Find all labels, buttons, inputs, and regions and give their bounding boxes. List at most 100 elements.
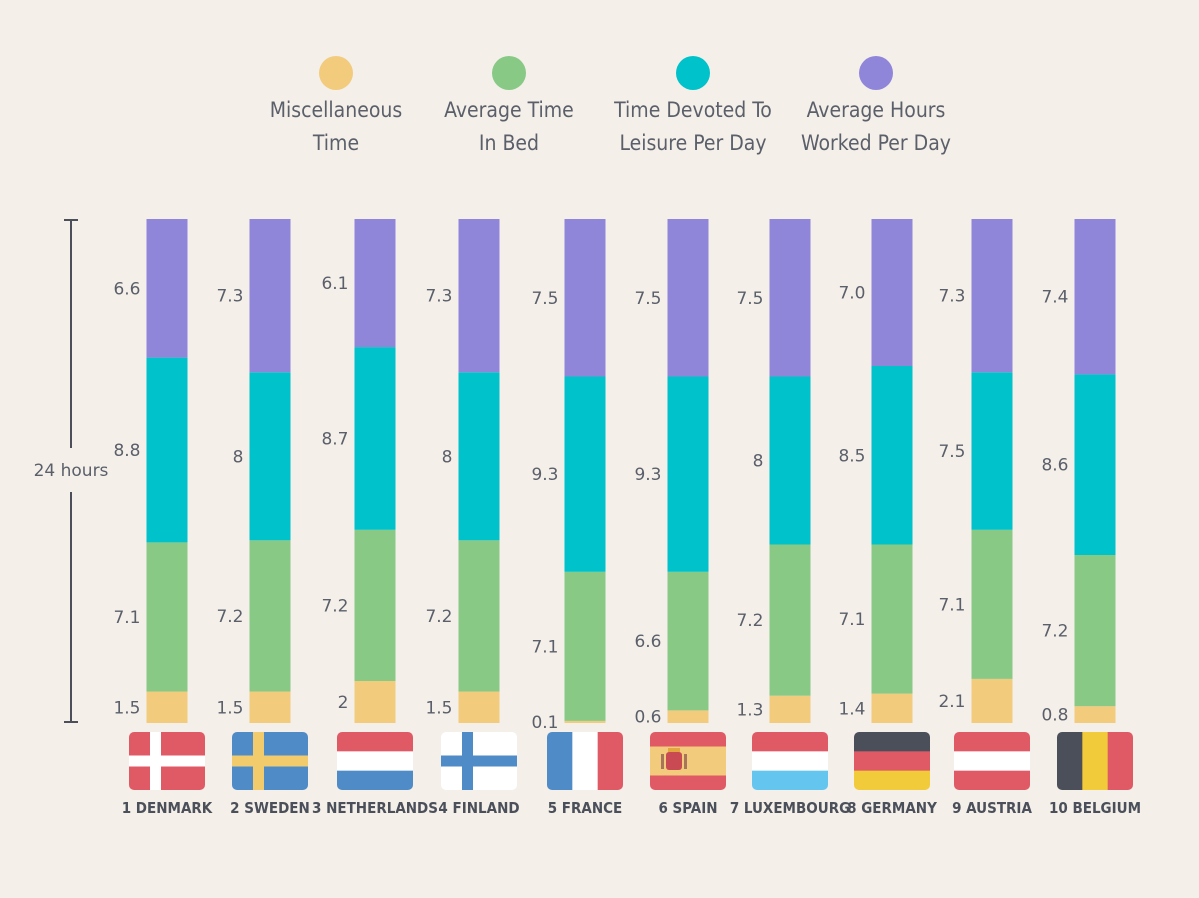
bar-segment: [249, 691, 291, 723]
value-label: 7.1: [938, 595, 965, 615]
germany-flag-icon: [854, 732, 930, 790]
value-label: 7.3: [938, 287, 965, 307]
value-label: 7.2: [216, 607, 243, 627]
bar-segment: [1074, 706, 1116, 723]
value-label: 7.5: [938, 442, 965, 462]
bar-segment: [1074, 219, 1116, 375]
legend-swatch: [859, 56, 893, 90]
bar-segment: [871, 544, 913, 694]
bar-segment: [1074, 374, 1116, 555]
bar-segment: [871, 219, 913, 366]
value-label: 6.1: [321, 274, 348, 294]
value-label: 0.8: [1041, 706, 1068, 726]
value-label: 2: [338, 693, 349, 713]
legend-swatch: [492, 56, 526, 90]
value-label: 1.3: [736, 700, 763, 720]
legend-label: Leisure Per Day: [619, 131, 766, 155]
bar-segment: [667, 376, 709, 572]
country-label: 1 DENMARK: [122, 799, 213, 817]
bar-segment: [354, 347, 396, 530]
bar-segment: [458, 372, 500, 541]
legend-label: Time: [312, 131, 359, 155]
spain-flag-icon: [650, 732, 726, 790]
value-label: 8: [753, 452, 764, 472]
value-label: 7.1: [838, 610, 865, 630]
axis-label: 24 hours: [34, 461, 109, 481]
value-label: 7.1: [531, 637, 558, 657]
value-label: 8: [442, 447, 453, 467]
bar-segment: [354, 219, 396, 348]
france-flag-icon: [547, 732, 623, 790]
country-label: 3 NETHERLANDS: [312, 799, 438, 817]
denmark-flag-icon: [129, 732, 205, 790]
value-label: 8.6: [1041, 456, 1068, 476]
bar-segment: [667, 219, 709, 377]
bar-segment: [1074, 555, 1116, 707]
bar-segment: [354, 681, 396, 723]
bar-segment: [564, 720, 606, 723]
bar-segment: [146, 691, 188, 723]
value-label: 7.1: [113, 608, 140, 628]
netherlands-flag-icon: [337, 732, 413, 790]
country-labels: 1 DENMARK 2 SWEDEN 3 NETHERLANDS 4 FINLAND 5…: [122, 799, 1141, 817]
bar-segment: [146, 357, 188, 543]
luxembourg-flag-icon: [752, 732, 828, 790]
legend-swatch: [319, 56, 353, 90]
legend-label: Miscellaneous: [270, 98, 402, 122]
value-label: 8.8: [113, 441, 140, 461]
belgium-flag-icon: [1057, 732, 1133, 790]
bar-segment: [458, 219, 500, 373]
value-label: 1.5: [216, 698, 243, 718]
bar-segment: [146, 219, 188, 358]
value-label: 7.4: [1041, 288, 1068, 308]
bar-segment: [564, 571, 606, 721]
bar-segment: [249, 372, 291, 541]
value-label: 7.5: [736, 289, 763, 309]
austria-flag-icon: [954, 732, 1030, 790]
value-label: 0.1: [531, 713, 558, 733]
bar-segment: [971, 529, 1013, 679]
value-label: 8.5: [838, 446, 865, 466]
value-label: 2.1: [938, 692, 965, 712]
value-label: 7.5: [531, 289, 558, 309]
value-label: 6.6: [634, 632, 661, 652]
value-label: 9.3: [531, 465, 558, 485]
value-label: 9.3: [634, 465, 661, 485]
legend-label: Time Devoted To: [613, 98, 772, 122]
value-label: 7.2: [425, 607, 452, 627]
legend-swatch: [676, 56, 710, 90]
bar-segment: [667, 571, 709, 711]
coat-of-arms: [666, 752, 682, 770]
hours-axis: 24 hours: [34, 219, 109, 723]
sweden-flag-icon: [232, 732, 308, 790]
value-label: 1.4: [838, 699, 865, 719]
legend-label: Average Hours: [807, 98, 946, 122]
bar-segment: [458, 540, 500, 692]
value-label: 7.2: [1041, 622, 1068, 642]
country-label: 10 BELGIUM: [1049, 799, 1141, 817]
bar-segment: [971, 219, 1013, 373]
legend-label: Average Time: [444, 98, 574, 122]
value-label: 8: [233, 447, 244, 467]
country-label: 7 LUXEMBOURG: [730, 799, 850, 817]
bar-segment: [871, 366, 913, 545]
bar-segment: [146, 542, 188, 692]
bar-segment: [971, 372, 1013, 530]
country-label: 2 SWEDEN: [230, 799, 310, 817]
value-label: 7.3: [216, 287, 243, 307]
bar-segment: [458, 691, 500, 723]
country-label: 9 AUSTRIA: [952, 799, 1032, 817]
country-label: 6 SPAIN: [658, 799, 717, 817]
value-label: 7.2: [736, 611, 763, 631]
legend-label: In Bed: [479, 131, 539, 155]
finland-flag-icon: [441, 732, 517, 790]
bar-segment: [769, 695, 811, 723]
value-label: 7.3: [425, 287, 452, 307]
value-label: 8.7: [321, 429, 348, 449]
bar-segment: [769, 376, 811, 545]
bars: 1.5 7.1 8.8 6.6 1.5 7.2 8 7.3 2 7.2 8.7 6.1 1.5 7.2 8 7…: [113, 219, 1116, 733]
flags: [129, 732, 1133, 790]
value-label: 1.5: [425, 698, 452, 718]
legend: Miscellaneous Time Average Time In Bed Time …: [270, 56, 951, 155]
